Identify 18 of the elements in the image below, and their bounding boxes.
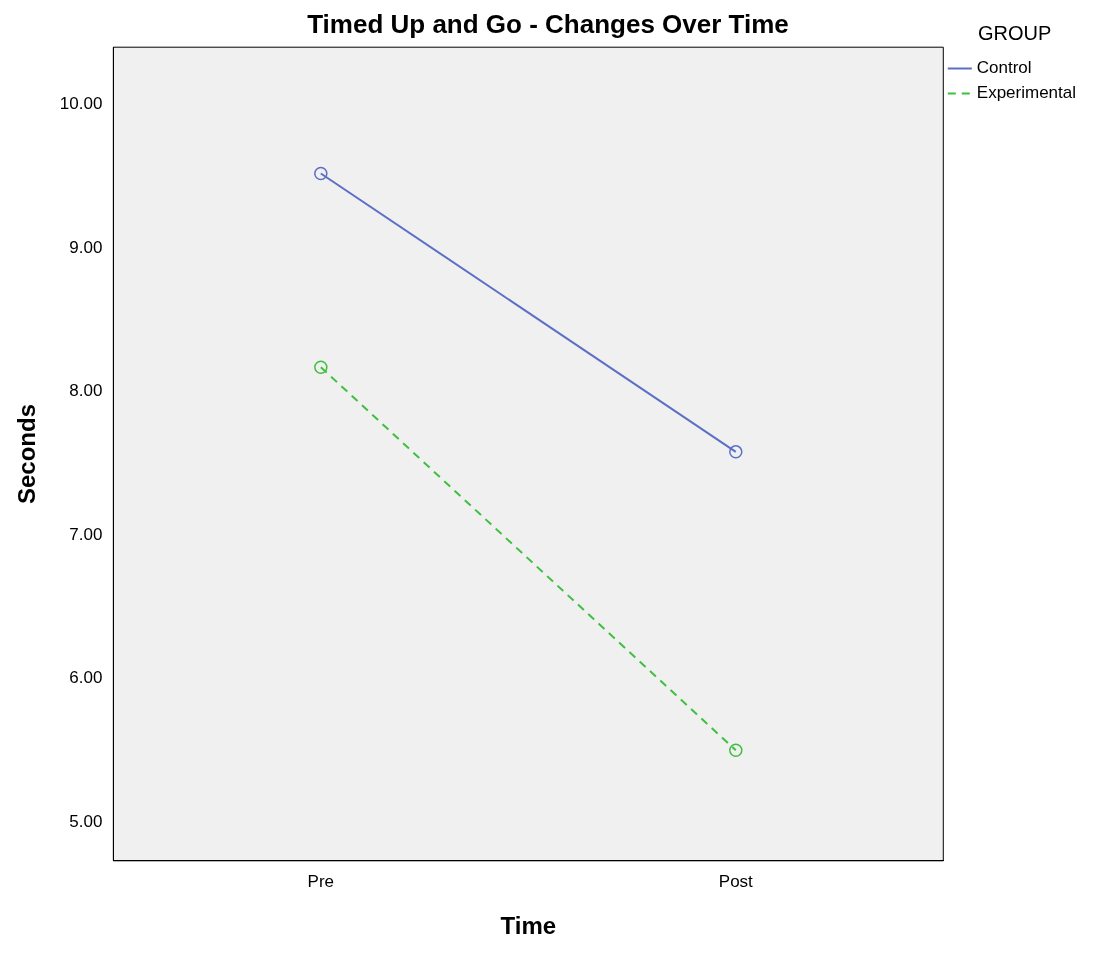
y-axis-title: Seconds <box>13 403 41 505</box>
legend-label: Control <box>976 58 1032 78</box>
y-tick-label: 5.00 <box>69 811 103 831</box>
x-axis-title: Time <box>500 912 557 940</box>
point <box>314 360 328 374</box>
legend-label: Experimental <box>976 83 1077 103</box>
y-tick-label: 10.00 <box>59 94 103 114</box>
y-tick-label: 7.00 <box>69 524 103 544</box>
x-tick-label: Pre <box>307 871 335 891</box>
y-tick-label: 9.00 <box>69 237 103 257</box>
legend-title: GROUP <box>977 21 1052 44</box>
x-tick-label: Post <box>718 871 754 891</box>
y-tick-label: 6.00 <box>69 668 103 688</box>
point <box>729 743 743 758</box>
point <box>314 166 328 181</box>
y-tick-label: 8.00 <box>69 381 103 401</box>
chart-title: Timed Up and Go - Changes Over Time <box>307 8 789 39</box>
point <box>729 445 743 459</box>
